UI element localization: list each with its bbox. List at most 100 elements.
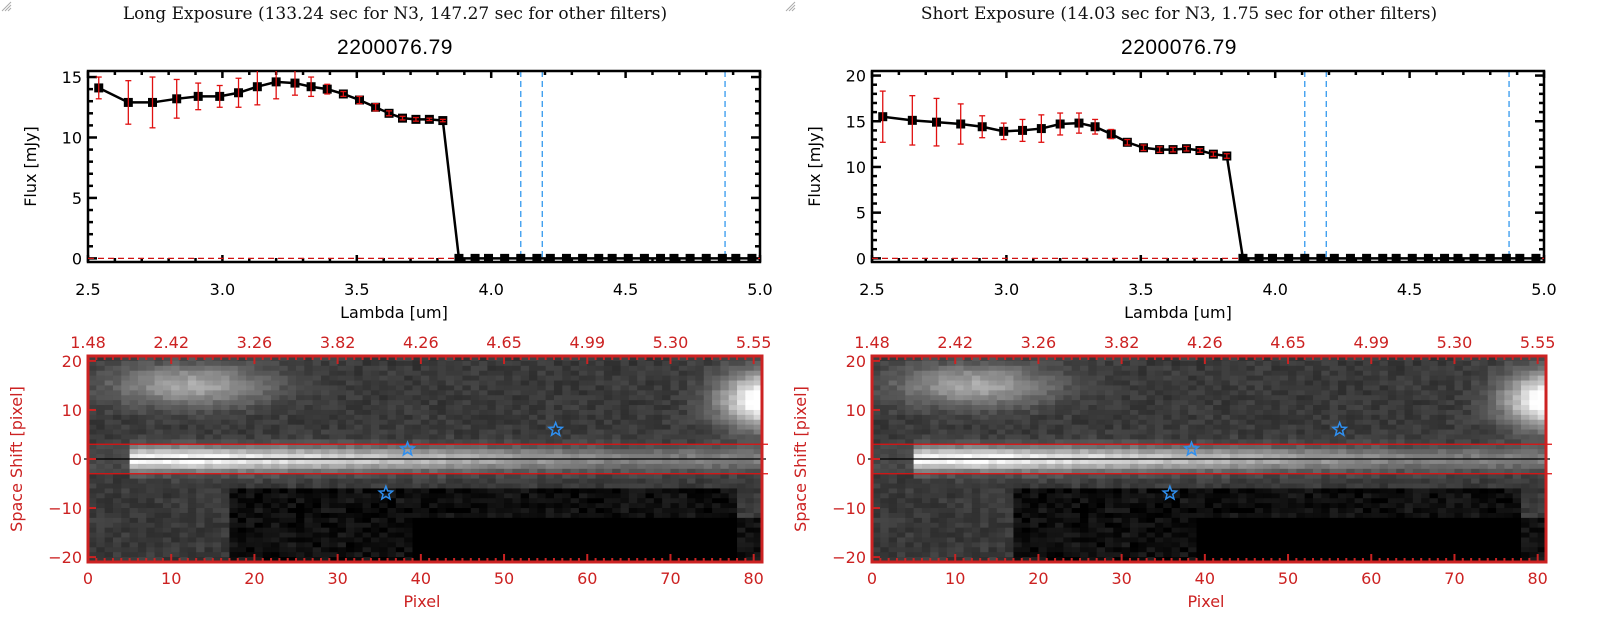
image-pixel [520,365,530,372]
image-pixel [146,483,156,489]
image-pixel [720,395,730,401]
image-pixel [921,439,931,445]
image-pixel [662,527,671,534]
image-pixel [703,375,713,382]
image-pixel [930,537,940,543]
image-pixel [670,429,680,435]
image-pixel [955,517,965,524]
image-pixel [362,444,372,450]
image-pixel [1038,459,1048,465]
image-pixel [337,409,347,416]
image-pixel [454,542,463,548]
image-pixel [287,557,297,563]
image-pixel [880,414,890,421]
image-pixel [395,537,405,543]
image-pixel [454,512,463,519]
image-pixel [712,454,721,460]
image-pixel [387,419,397,426]
image-pixel [946,356,956,362]
image-pixel [1013,370,1023,377]
image-pixel [662,488,671,494]
image-pixel [1005,434,1014,440]
image-pixel [1005,365,1014,372]
image-pixel [695,429,705,435]
image-pixel [753,552,763,558]
image-pixel [529,390,538,396]
image-pixel [112,542,122,548]
image-pixel [262,419,272,426]
image-pixel [620,488,630,494]
image-pixel [329,522,339,529]
image-pixel [603,552,613,558]
image-pixel [537,409,547,416]
resize-grip-icon[interactable] [0,0,12,12]
image-pixel [154,542,164,548]
image-pixel [720,405,730,411]
image-pixel [880,419,890,426]
image-pixel [129,547,139,553]
image-pixel [1021,414,1031,421]
image-pixel [529,400,538,406]
image-pixel [212,557,222,563]
image-pixel [404,537,414,543]
image-pixel [354,537,364,543]
image-pixel [320,459,330,465]
image-pixel [412,532,422,538]
image-pixel [412,449,422,455]
image-pixel [1038,468,1048,475]
image-pixel [504,370,513,377]
image-pixel [687,512,696,519]
image-pixel [720,508,730,514]
image-pixel [628,532,638,538]
image-pixel [603,473,613,480]
image-pixel [880,552,890,558]
top-wavelength-tick-label: 3.26 [237,333,273,352]
image-pixel [905,444,915,450]
image-pixel [304,527,314,534]
image-pixel [1005,532,1014,538]
image-pixel [121,429,131,435]
image-pixel [262,557,272,563]
image-pixel [112,483,122,489]
image-pixel [570,405,580,411]
image-pixel [753,385,763,391]
image-pixel [930,557,940,563]
image-pixel [337,508,347,514]
image-pixel [595,547,605,553]
image-pixel [612,542,622,548]
image-pixel [955,547,965,553]
image-pixel [737,532,746,538]
image-pixel [745,478,755,485]
image-pixel [246,463,255,470]
image-pixel [320,493,330,499]
image-pixel [212,405,222,411]
image-pixel [570,365,580,372]
image-pixel [955,552,965,558]
image-pixel [687,522,696,529]
image-pixel [420,557,430,563]
image-pixel [370,380,380,386]
image-pixel [553,488,563,494]
image-pixel [362,370,372,377]
image-pixel [971,508,981,514]
image-pixel [612,405,622,411]
image-pixel [462,468,472,475]
image-pixel [370,473,380,480]
image-pixel [562,493,572,499]
image-pixel [745,493,755,499]
image-pixel [938,527,948,534]
image-pixel [946,522,956,529]
image-pixel [237,557,247,563]
image-pixel [1046,542,1056,548]
image-pixel [745,488,755,494]
image-pixel [204,454,214,460]
image-pixel [412,478,422,485]
image-pixel [196,552,205,558]
flux-point [1300,253,1310,263]
image-pixel [678,414,688,421]
image-pixel [753,370,763,377]
image-pixel [221,483,230,489]
image-pixel [980,473,989,480]
image-pixel [637,473,647,480]
image-pixel [212,483,222,489]
